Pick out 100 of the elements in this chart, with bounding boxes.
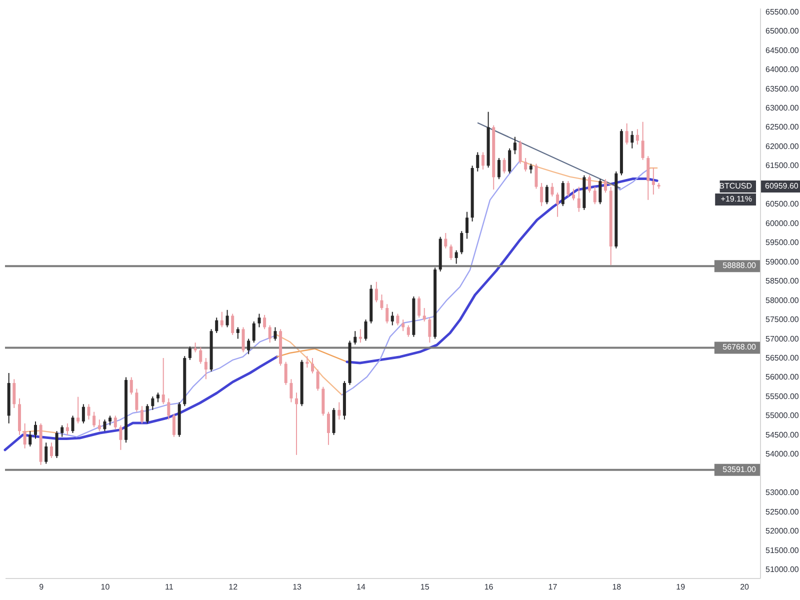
candlestick — [550, 182, 554, 197]
candlestick — [545, 184, 548, 205]
candlestick — [226, 309, 229, 328]
candlestick — [641, 121, 644, 160]
candlestick — [71, 415, 74, 434]
candlestick — [604, 178, 607, 194]
candlestick — [577, 186, 580, 212]
candlestick — [92, 411, 96, 428]
candlestick — [508, 148, 512, 174]
candlestick — [188, 346, 192, 360]
candlestick — [199, 346, 202, 364]
candlestick — [481, 152, 484, 170]
candlestick — [529, 163, 532, 174]
candlestick — [534, 163, 538, 190]
candlestick — [588, 174, 591, 194]
candlestick — [454, 250, 458, 264]
candlestick — [497, 158, 500, 180]
candlestick — [130, 376, 133, 396]
candlestick — [316, 369, 320, 392]
candlestick — [194, 342, 197, 353]
y-tick-label: 65500.00 — [766, 7, 800, 16]
x-tick-label: 14 — [356, 582, 366, 592]
candlestick — [98, 419, 101, 432]
candlestick — [386, 304, 389, 324]
candlestick — [332, 408, 336, 436]
x-tick-label: 13 — [292, 582, 302, 592]
candlestick — [231, 313, 234, 336]
x-tick-label: 16 — [484, 582, 494, 592]
x-tick-label: 12 — [228, 582, 238, 592]
candlestick — [119, 424, 122, 450]
candlestick — [172, 413, 176, 438]
y-tick-label: 62000.00 — [766, 142, 800, 151]
y-tick-label: 59500.00 — [766, 238, 800, 248]
ref-line-label: 53591.00 — [722, 464, 757, 474]
y-tick-label: 60000.00 — [766, 218, 800, 228]
y-tick-label: 64000.00 — [766, 65, 800, 74]
candlestick — [151, 396, 154, 410]
candlestick — [242, 326, 245, 353]
candlestick — [630, 130, 634, 149]
candlestick — [258, 313, 261, 328]
candlestick — [268, 324, 272, 344]
y-tick-label: 56000.00 — [766, 372, 800, 382]
candlestick — [156, 392, 160, 403]
candlestick — [263, 314, 266, 330]
y-tick-label: 58500.00 — [766, 276, 800, 286]
candlestick — [28, 430, 32, 447]
candlestick — [572, 188, 576, 201]
candlestick — [108, 415, 112, 426]
candlestick — [540, 182, 544, 207]
candlestick — [652, 167, 655, 196]
candlestick — [167, 398, 170, 420]
candlestick — [406, 324, 410, 338]
y-tick-label: 57500.00 — [766, 315, 800, 324]
candlestick — [450, 244, 453, 260]
candlestick — [646, 156, 650, 200]
x-tick-label: 18 — [612, 582, 622, 592]
line-series — [276, 348, 348, 362]
candlestick — [34, 420, 37, 440]
x-tick-label: 10 — [100, 582, 110, 592]
candlestick — [306, 356, 309, 368]
candlestick — [556, 192, 560, 218]
y-tick-label: 51500.00 — [766, 546, 800, 555]
candlestick — [566, 180, 570, 197]
candlestick — [380, 294, 384, 310]
candlestick — [140, 406, 144, 424]
candlestick — [593, 186, 596, 205]
candlestick — [338, 402, 341, 420]
candlestick — [374, 281, 378, 303]
y-tick-label: 63500.00 — [766, 84, 800, 94]
y-tick-label: 62500.00 — [766, 122, 800, 132]
x-tick-label: 19 — [676, 582, 686, 592]
y-tick-label: 52500.00 — [766, 507, 800, 516]
y-tick-label: 51000.00 — [766, 565, 800, 574]
x-tick-label: 9 — [39, 582, 44, 592]
candlestick — [236, 326, 240, 340]
candlestick — [390, 311, 394, 326]
candlestick — [444, 232, 448, 249]
x-tick-label: 11 — [165, 582, 174, 592]
y-tick-label: 61500.00 — [766, 161, 800, 170]
candlestick — [220, 311, 224, 328]
candlestick — [23, 422, 26, 449]
y-tick-label: 60500.00 — [766, 200, 800, 209]
y-tick-label: 63000.00 — [766, 104, 800, 112]
candlestick — [636, 128, 639, 146]
candlestick — [247, 338, 250, 355]
x-tick-label: 15 — [420, 582, 430, 592]
y-tick-label: 56500.00 — [766, 354, 800, 362]
candlestick — [55, 430, 58, 458]
candlestick — [422, 308, 426, 322]
candlestick — [561, 180, 564, 207]
candlestick — [290, 378, 293, 403]
text: 60959.60 — [765, 181, 799, 190]
candlestick — [204, 358, 208, 380]
candlestick — [460, 230, 464, 255]
candlestick — [87, 404, 90, 420]
y-tick-label: 54500.00 — [766, 430, 800, 440]
candlestick — [513, 136, 516, 155]
candlestick — [476, 152, 480, 172]
candlestick — [114, 415, 117, 430]
y-tick-label: 55000.00 — [766, 411, 800, 420]
